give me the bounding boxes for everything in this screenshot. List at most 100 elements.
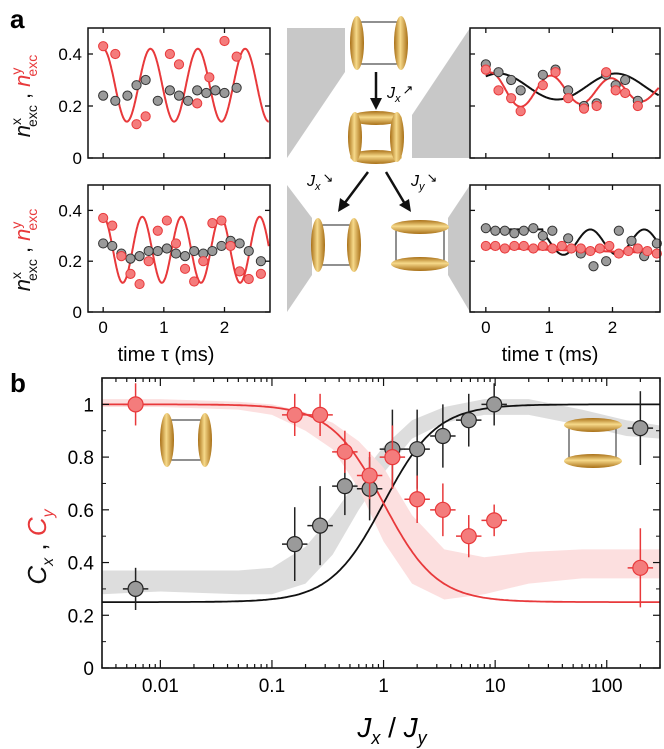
y-tick-label: 0.6: [68, 501, 94, 522]
data-point-nx: [537, 69, 548, 80]
data-point-cy: [361, 467, 378, 484]
data-point-ny: [204, 72, 215, 83]
data-point-nx: [219, 87, 230, 99]
arrow-right-down-head: [399, 199, 411, 212]
data-point-ny: [632, 243, 643, 254]
data-point-nx: [626, 235, 637, 246]
y-tick-label: 0.4: [68, 554, 95, 575]
ylabel-ny: n: [10, 229, 35, 241]
ylabel-ny-sub: exc: [24, 55, 40, 77]
data-point-ny: [547, 243, 558, 254]
data-point-nx: [134, 251, 145, 262]
data-point-ny: [556, 240, 567, 252]
data-point-ny: [604, 240, 615, 252]
data-point-ny: [528, 243, 539, 254]
data-point-nx: [216, 240, 227, 252]
data-point-ny: [216, 215, 227, 226]
data-point-nx: [210, 85, 221, 96]
data-point-ny: [164, 48, 175, 60]
data-point-ny: [499, 243, 510, 254]
rod-pair-vertical-bottom: [311, 218, 361, 272]
data-point-nx: [613, 225, 624, 236]
ylabel-ny-sup: y: [8, 68, 24, 75]
data-point-ny: [642, 245, 653, 257]
data-point-ny: [107, 220, 118, 231]
data-point-ny: [537, 240, 548, 252]
inset-horizontal-pair: [564, 418, 622, 468]
y-tick-label: 0: [73, 149, 82, 168]
data-point-cy: [486, 512, 503, 529]
data-point-ny: [515, 106, 526, 117]
data-point-ny: [219, 35, 230, 47]
inset-vertical-pair: [160, 413, 212, 467]
ylabel-nx: n: [10, 279, 35, 291]
data-point-cx: [434, 427, 451, 445]
data-point-cx: [286, 535, 303, 553]
data-point-ny: [161, 215, 172, 226]
data-point-nx: [107, 240, 118, 252]
ylabel-sep: ,: [10, 241, 35, 259]
plot-a-bottom-left: 0 1 2 0 0.2 0.4: [58, 184, 271, 337]
data-point-cy: [434, 501, 451, 518]
data-point-nx: [493, 67, 504, 78]
ylabel-cx-sub: x: [40, 557, 57, 567]
arrow-down-1-head: [370, 98, 382, 110]
ylabel-nx-sup: x: [8, 272, 24, 279]
data-point-cy: [127, 396, 144, 413]
arrow-left-down-head: [338, 198, 350, 212]
data-point-cx: [127, 580, 144, 598]
data-point-cy: [632, 559, 649, 576]
wedge-bottom-left: [287, 185, 312, 312]
data-point-ny: [225, 240, 236, 252]
plot-frame: [87, 27, 271, 159]
x-tick-label: 0.1: [259, 676, 285, 697]
wedge-top-right: [412, 28, 470, 158]
data-point-ny: [116, 251, 127, 262]
data-point-nx: [518, 225, 529, 236]
data-point-ny: [243, 273, 254, 285]
panel-label-a: a: [10, 4, 25, 34]
data-point-ny: [563, 93, 574, 104]
data-point-ny: [518, 240, 529, 252]
data-point-ny: [537, 80, 548, 91]
data-point-ny: [623, 245, 634, 257]
data-point-ny: [632, 100, 643, 112]
x-tick-label: 0: [481, 318, 490, 337]
plot-a-bottom-right: 0 1 2: [469, 184, 662, 337]
y-tick-label: 0: [83, 659, 94, 680]
data-point-cx: [409, 441, 426, 458]
ylabel-cy-sub: y: [40, 508, 57, 518]
label-jy-down: Jy↘: [410, 170, 437, 193]
data-point-ny: [173, 59, 185, 70]
data-point-cy: [409, 491, 426, 508]
ylabel-a-top: nxexc , nyexc: [8, 55, 40, 137]
data-point-nx: [601, 256, 612, 267]
data-point-ny: [550, 67, 561, 78]
y-tick-label: 0: [73, 303, 82, 322]
ylabel-nx-sup: x: [8, 118, 24, 125]
data-point-cx: [336, 477, 353, 495]
panel-label-b: b: [10, 368, 26, 398]
x-tick-label: 10: [485, 676, 506, 697]
data-point-nx: [98, 90, 109, 101]
xlabel-a-left: time τ (ms): [118, 344, 215, 366]
data-point-cy: [286, 406, 303, 424]
wedge-bottom-right: [448, 185, 470, 312]
data-point-ny: [620, 87, 631, 99]
data-point-nx: [161, 243, 172, 254]
connector-wedges: [287, 28, 470, 312]
theory-curve-cy: [102, 403, 660, 603]
data-point-nx: [207, 245, 218, 257]
data-point-ny: [610, 85, 621, 96]
ylabel-sep: ,: [10, 87, 35, 105]
data-point-nx: [506, 74, 517, 86]
data-point-nx: [164, 85, 175, 96]
plot-frame: [87, 184, 271, 313]
data-point-ny: [131, 119, 142, 130]
data-point-cx: [486, 396, 503, 413]
rod-pair-horizontal: [391, 220, 449, 271]
xlabel-b: Jx / Jy: [356, 712, 427, 748]
plot-a-top-right: [469, 27, 661, 159]
data-point-nx: [515, 85, 526, 96]
